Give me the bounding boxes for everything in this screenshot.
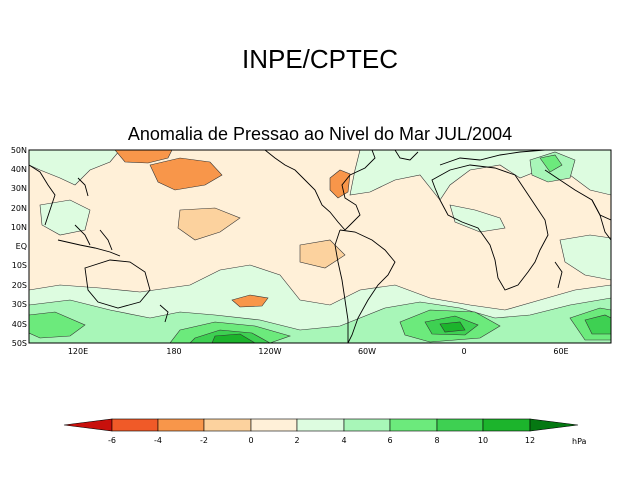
lat-tick-40s: 40S [12, 320, 27, 329]
field-neg-cpac [177, 207, 346, 269]
colorbar-label-10: 10 [478, 436, 488, 445]
colorbar-label-4: 4 [341, 436, 346, 445]
colorbar-segment-10-12 [482, 418, 531, 432]
latitude-axis: 50N 40N 30N 20N 10N EQ 10S 20S 30S 40S 5… [11, 146, 27, 348]
colorbar-label-m2: -2 [200, 436, 208, 445]
colorbar-label-m4: -4 [154, 436, 162, 445]
map-panel: 50N 40N 30N 20N 10N EQ 10S 20S 30S 40S 5… [11, 146, 612, 356]
field-positive-band-indian [559, 234, 611, 281]
lat-tick-30n: 30N [11, 184, 27, 193]
colorbar-label-12: 12 [525, 436, 535, 445]
field-band-8-10 [211, 321, 466, 343]
colorbar-segment-m4-m2 [157, 418, 205, 432]
agency-title: INPE/CPTEC [242, 44, 398, 74]
lon-tick-120e: 120E [68, 347, 88, 356]
field-neg-se-pacific [231, 294, 269, 308]
field-neg-north-pacific [114, 150, 173, 164]
lat-tick-30s: 30S [12, 300, 27, 309]
field-positive-band-north [29, 150, 121, 186]
colorbar: -6 -4 -2 0 2 4 6 8 10 12 hPa [63, 418, 587, 446]
colorbar-label-2: 2 [294, 436, 299, 445]
field-neg-north-atlantic [329, 169, 351, 199]
colorbar-segment-6-8 [389, 418, 438, 432]
lat-tick-10s: 10S [12, 261, 27, 270]
map-title: Anomalia de Pressao ao Nivel do Mar JUL/… [128, 124, 512, 144]
lat-tick-20n: 20N [11, 204, 27, 213]
lon-tick-180: 180 [166, 347, 181, 356]
colorbar-label-0: 0 [248, 436, 253, 445]
lon-tick-120w: 120W [258, 347, 281, 356]
field-positive-band-west-pacific [39, 199, 91, 236]
field-neg-ne-pacific [149, 157, 223, 191]
coastlines [29, 150, 611, 343]
lat-tick-40n: 40N [11, 165, 27, 174]
lat-tick-10n: 10N [11, 223, 27, 232]
colorbar-label-6: 6 [387, 436, 392, 445]
lat-tick-50n: 50N [11, 146, 27, 155]
colorbar-segment-2-4 [296, 418, 345, 432]
lat-tick-20s: 20S [12, 281, 27, 290]
colorbar-segment-4-6 [343, 418, 391, 432]
lon-tick-60w: 60W [358, 347, 376, 356]
field-positive-band-tropical-atlantic [449, 204, 506, 233]
map-frame [28, 149, 612, 344]
colorbar-arrow-left [63, 418, 113, 432]
colorbar-label-8: 8 [434, 436, 439, 445]
colorbar-segment-m6-m4 [111, 418, 159, 432]
lat-tick-eq: EQ [16, 242, 27, 251]
colorbar-arrow-right [529, 418, 579, 432]
colorbar-unit: hPa [572, 437, 587, 446]
colorbar-segment-m2-0 [203, 418, 252, 432]
field-band-4-6 [29, 154, 611, 343]
lon-tick-0: 0 [461, 347, 466, 356]
longitude-axis: 120E 180 120W 60W 0 60E [68, 347, 569, 356]
lon-tick-60e: 60E [553, 347, 568, 356]
lat-tick-50s: 50S [12, 339, 27, 348]
colorbar-segment-8-10 [436, 418, 484, 432]
colorbar-label-m6: -6 [108, 436, 116, 445]
colorbar-segment-0-2 [250, 418, 298, 432]
